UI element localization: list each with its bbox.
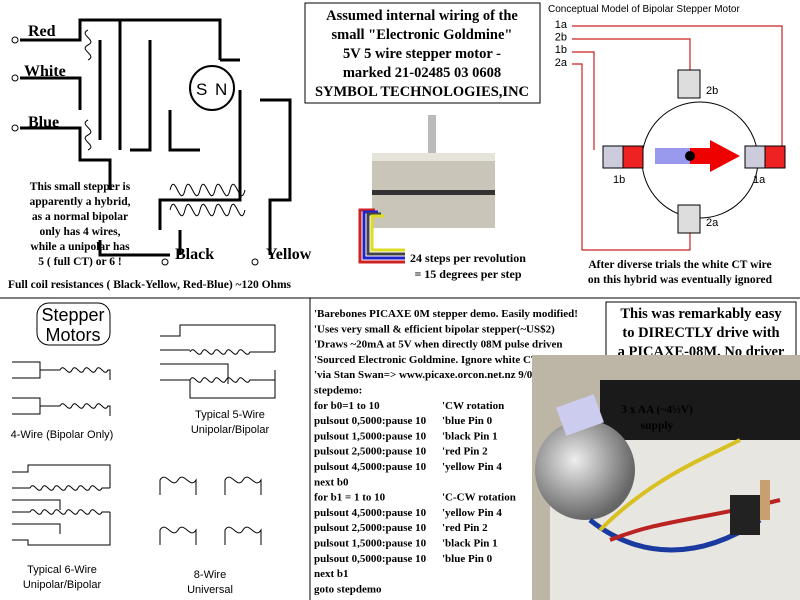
type-caption: Unipolar/Bipolar xyxy=(23,579,102,591)
coil-schematics xyxy=(12,324,276,546)
code-line: pulsout 2,5000:pause 10 xyxy=(314,522,427,534)
type-caption: Unipolar/Bipolar xyxy=(191,424,270,436)
type-caption: Universal xyxy=(187,584,233,596)
wire-label: Black xyxy=(175,246,214,263)
code-comment: 'yellow Pin 4 xyxy=(442,507,502,519)
types-title-box xyxy=(36,302,111,346)
wire-label: Red xyxy=(28,23,56,40)
text-line: This small stepper is xyxy=(30,181,131,193)
code-comment: 'red Pin 2 xyxy=(442,446,488,458)
code-comment: 'red Pin 2 xyxy=(442,522,488,534)
text-line: 3 x AA (~4½V) xyxy=(621,404,693,416)
text-line: while a unipolar has xyxy=(30,241,130,253)
terminal-label: 2b xyxy=(555,32,567,44)
type-caption: Typical 6-Wire xyxy=(27,564,97,576)
code-line: 'Sourced Electronic Goldmine. Ignore whi… xyxy=(314,354,562,366)
text-line: apparently a hybrid, xyxy=(29,196,130,208)
code-line: next b0 xyxy=(314,476,349,488)
conceptual-diagram xyxy=(572,25,786,251)
types-title: Stepper xyxy=(41,305,104,325)
terminal-label: 1a xyxy=(555,19,568,31)
code-line: 'Uses very small & efficient bipolar ste… xyxy=(314,323,555,335)
text-line: as a normal bipolar xyxy=(32,211,128,223)
code-line: pulsout 4,5000:pause 10 xyxy=(314,507,427,519)
type-caption: Typical 5-Wire xyxy=(195,409,265,421)
text-line: SYMBOL TECHNOLOGIES,INC xyxy=(315,84,529,100)
text-line: marked 21-02485 03 0608 xyxy=(343,65,501,81)
text-line: 24 steps per revolution xyxy=(410,251,526,265)
text-line: only has 4 wires, xyxy=(40,226,121,238)
conceptual-title: Conceptual Model of Bipolar Stepper Moto… xyxy=(548,4,740,15)
text-line: on this hybrid was eventually ignored xyxy=(588,274,773,286)
text-line: This was remarkably easy xyxy=(620,306,782,322)
code-line: pulsout 2,5000:pause 10 xyxy=(314,446,427,458)
code-comment: 'black Pin 1 xyxy=(442,538,498,550)
code-line: pulsout 1,5000:pause 10 xyxy=(314,430,427,442)
code-comment: 'yellow Pin 4 xyxy=(442,461,502,473)
type-caption: 8-Wire xyxy=(194,569,226,581)
type-caption: 4-Wire (Bipolar Only) xyxy=(11,429,114,441)
text-line: supply xyxy=(641,420,674,432)
code-line: next b1 xyxy=(314,568,349,580)
code-listing: 'Barebones PICAXE 0M stepper demo. Easil… xyxy=(314,308,578,595)
magnet-pole: S xyxy=(196,80,207,99)
code-comment: 'black Pin 1 xyxy=(442,430,498,442)
code-line: stepdemo: xyxy=(314,385,362,397)
text-line: 5V 5 wire stepper motor - xyxy=(343,46,501,62)
code-comment: 'CW rotation xyxy=(442,400,504,412)
terminal-label: 1b xyxy=(555,44,567,56)
motor-photo xyxy=(358,115,495,264)
wiring-diagram xyxy=(11,18,292,266)
code-line: 'Draws ~20mA at 5V when directly 08M pul… xyxy=(314,339,563,351)
text-line: 5 ( full CT) or 6 ! xyxy=(38,256,121,268)
terminal-label: 2a xyxy=(555,57,568,69)
wire-label: Blue xyxy=(28,114,59,131)
board-photo xyxy=(532,355,800,600)
board-label: 3 x AA (~4½V) supply xyxy=(621,404,693,432)
code-line: 'via Stan Swan=> www.picaxe.orcon.net.nz… xyxy=(314,369,538,381)
code-line: for b0=1 to 10 xyxy=(314,400,380,412)
code-line: for b1 = 1 to 10 xyxy=(314,492,386,504)
wire-label: Yellow xyxy=(266,246,312,263)
code-line: 'Barebones PICAXE 0M stepper demo. Easil… xyxy=(314,308,578,320)
motor-caption: 24 steps per revolution = 15 degrees per … xyxy=(410,251,526,281)
header-box xyxy=(304,2,541,104)
coil-label: 1b xyxy=(613,174,625,186)
wiring-note: This small stepper is apparently a hybrid… xyxy=(29,181,130,268)
header: Assumed internal wiring of the small "Ele… xyxy=(315,8,529,100)
code-comment: 'blue Pin 0 xyxy=(442,415,493,427)
coil-label: 1a xyxy=(753,174,766,186)
text-line: = 15 degrees per step xyxy=(414,267,521,281)
code-line: pulsout 0,5000:pause 10 xyxy=(314,553,427,565)
conceptual-note: After diverse trials the white CT wire on… xyxy=(588,259,773,286)
text-line: small "Electronic Goldmine" xyxy=(332,27,513,43)
coil-label: 2a xyxy=(706,217,719,229)
types-title: Motors xyxy=(45,325,100,345)
magnet-pole: N xyxy=(215,80,227,99)
code-line: pulsout 4,5000:pause 10 xyxy=(314,461,427,473)
text-line: to DIRECTLY drive with xyxy=(622,325,779,341)
code-line: goto stepdemo xyxy=(314,583,382,595)
wire-label: White xyxy=(24,63,66,80)
resistance-note: Full coil resistances ( Black-Yellow, Re… xyxy=(8,279,292,291)
code-line: pulsout 1,5000:pause 10 xyxy=(314,538,427,550)
text-line: After diverse trials the white CT wire xyxy=(588,259,771,271)
code-comment: 'C-CW rotation xyxy=(442,492,516,504)
code-line: pulsout 0,5000:pause 10 xyxy=(314,415,427,427)
text-line: Assumed internal wiring of the xyxy=(326,8,518,24)
code-comment: 'blue Pin 0 xyxy=(442,553,493,565)
coil-label: 2b xyxy=(706,85,718,97)
